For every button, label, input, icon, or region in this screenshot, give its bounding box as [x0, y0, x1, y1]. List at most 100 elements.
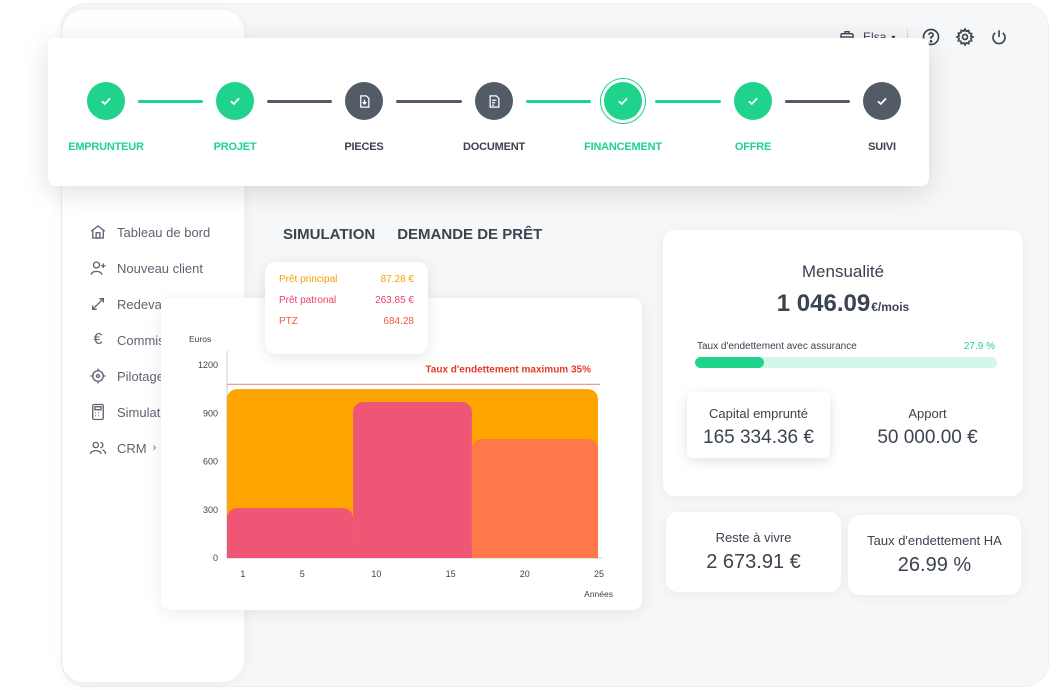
legend-label: Prêt principal [279, 274, 338, 285]
step-pieces[interactable] [345, 82, 383, 120]
sidebar-item-label: Tableau de bord [117, 224, 211, 240]
calculator-icon [88, 402, 108, 422]
legend-value: 87.28 € [380, 274, 414, 285]
legend-row-pret-principal: Prêt principal 87.28 € [279, 274, 414, 295]
legend-row-pret-patronal: Prêt patronal 263.85 € [279, 295, 414, 316]
user-plus-icon [88, 258, 108, 278]
step-connector [785, 100, 850, 103]
y-tick-label: 1200 [198, 360, 218, 370]
target-icon [88, 366, 108, 386]
x-tick-label: 20 [520, 569, 530, 579]
legend-row-ptz: PTZ 684.28 [279, 316, 414, 337]
area-segment-base [227, 548, 354, 558]
debt-label: Taux d'endettement avec assurance [697, 341, 857, 352]
step-suivi[interactable] [863, 82, 901, 120]
x-tick-label: 1 [240, 569, 245, 579]
x-axis-label: Années [584, 589, 613, 599]
taux-ha-value: 26.99 % [897, 554, 972, 576]
sidebar-item-pilotage[interactable]: Pilotage [88, 358, 238, 394]
topbar-divider [907, 29, 909, 45]
area-segment-pr-t-patronal-1 [353, 401, 472, 558]
step-label-emprunteur: EMPRUNTEUR [68, 141, 144, 153]
step-projet[interactable] [216, 82, 254, 120]
step-connector [138, 100, 203, 103]
x-tick-label: 25 [594, 569, 604, 579]
x-tick-label: 10 [371, 569, 381, 579]
apport-value: 50 000.00 € [877, 427, 978, 448]
step-connector [267, 100, 332, 103]
check-icon [875, 94, 889, 108]
euro-icon: € [93, 331, 103, 348]
step-label-offre: OFFRE [734, 141, 772, 153]
x-tick-label: 15 [446, 569, 456, 579]
taux-ha-title: Taux d'endettement HA [867, 533, 1002, 548]
help-icon[interactable] [920, 26, 942, 48]
reste-a-vivre-card: Reste à vivre 2 673.91 € [666, 512, 841, 592]
home-icon [88, 222, 108, 242]
y-tick-label: 0 [213, 553, 218, 563]
y-tick-label: 900 [203, 408, 218, 418]
tabs: SIMULATION DEMANDE DE PRÊT [283, 226, 542, 243]
mensualite-unit: €/mois [871, 300, 910, 314]
summary-card: Mensualité 1 046.09€/mois Taux d'endette… [663, 230, 1023, 496]
capital-value: 165 334.36 € [703, 427, 814, 448]
area-chart: Taux d'endettement maximum 35% 0 300 600 900… [189, 334, 613, 599]
threshold-label: Taux d'endettement maximum 35% [425, 364, 591, 375]
debt-progress-bar [695, 357, 997, 368]
users-icon [88, 438, 108, 458]
file-download-icon [357, 94, 372, 109]
capital-box: Capital emprunté 165 334.36 € [687, 392, 830, 458]
capital-title: Capital emprunté [709, 406, 808, 421]
check-icon [228, 94, 242, 108]
area-segment-ptz-0 [471, 438, 598, 558]
check-icon [616, 94, 630, 108]
y-tick-label: 600 [203, 457, 218, 467]
reste-value: 2 673.91 € [706, 551, 801, 573]
debt-progress-fill [695, 357, 765, 368]
legend-label: PTZ [279, 316, 298, 327]
step-document[interactable] [475, 82, 513, 120]
gear-icon[interactable] [954, 26, 976, 48]
y-axis-label: Euros [189, 334, 211, 344]
chart-card: Taux d'endettement maximum 35% 0 300 600 900… [161, 298, 642, 610]
legend-label: Prêt patronal [279, 295, 337, 306]
area-segment-pr-t-patronal-0 [227, 508, 354, 558]
step-label-projet: PROJET [213, 141, 257, 153]
step-label-suivi: SUIVI [868, 141, 896, 153]
tab-simulation[interactable]: SIMULATION [283, 226, 376, 243]
arrows-expand-icon [88, 294, 108, 314]
step-connector [526, 100, 591, 103]
tab-demande-de-pret[interactable]: DEMANDE DE PRÊT [397, 226, 543, 243]
step-offre[interactable] [734, 82, 772, 120]
area-segment-base [471, 548, 598, 558]
mensualite-title: Mensualité [801, 262, 885, 281]
sidebar-item-label: CRM [117, 440, 147, 456]
y-tick-label: 300 [203, 505, 218, 515]
sidebar-item-crm[interactable]: CRM › [88, 430, 238, 466]
debt-percent: 27.9 % [963, 341, 995, 352]
chevron-down-icon: ▾ [891, 32, 896, 42]
step-connector [655, 100, 721, 103]
sidebar-item-label: Pilotage [117, 368, 164, 384]
step-financement[interactable] [604, 82, 642, 120]
legend-value: 263.85 € [375, 295, 414, 306]
step-emprunteur[interactable] [87, 82, 125, 120]
check-icon [746, 94, 760, 108]
mensualite-value-wrap: 1 046.09€/mois [663, 290, 1023, 318]
mensualite-value: 1 046.09 [776, 290, 871, 317]
sidebar-item-nouveau-client[interactable]: Nouveau client [88, 250, 238, 286]
reste-title: Reste à vivre [715, 530, 792, 545]
step-label-financement: FINANCEMENT [584, 141, 662, 153]
apport-title: Apport [908, 406, 947, 421]
step-connector [396, 100, 462, 103]
chevron-right-icon: › [152, 442, 157, 454]
sidebar-item-tableau-de-bord[interactable]: Tableau de bord [88, 214, 238, 250]
document-edit-icon [487, 94, 502, 109]
apport-box: Apport 50 000.00 € [856, 392, 999, 458]
step-label-pieces: PIECES [344, 141, 384, 153]
taux-ha-card: Taux d'endettement HA 26.99 % [848, 515, 1021, 595]
check-icon [99, 94, 113, 108]
power-icon[interactable] [988, 26, 1010, 48]
step-label-document: DOCUMENT [463, 141, 525, 153]
area-segment-base [353, 548, 472, 558]
